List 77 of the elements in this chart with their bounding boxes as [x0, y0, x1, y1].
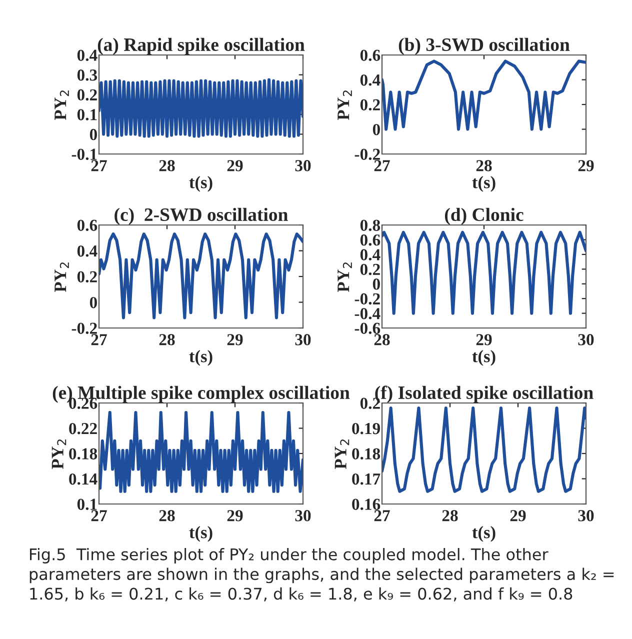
x-axis-title: t(s) — [189, 176, 212, 192]
y-tick-label: -0.2 — [354, 293, 380, 305]
x-tick-label: 30 — [578, 334, 594, 346]
y-axis-title: PY$_{2}$ — [54, 262, 69, 292]
x-tick-label: 28 — [159, 160, 175, 172]
x-tick-label: 27 — [91, 334, 107, 346]
y-axis-title: PY$_{2}$ — [54, 90, 69, 120]
y-tick-label: 0.2 — [77, 271, 97, 283]
y-tick-label: 0.4 — [360, 74, 380, 86]
y-tick-label: -0.6 — [354, 322, 380, 334]
x-tick-label: 28 — [476, 160, 492, 172]
y-tick-label: -0.1 — [72, 148, 97, 160]
y-tick-label: 0.1 — [77, 109, 97, 120]
caption: Fig.5 Time series plot of PY₂ under the coupled model. The other parameters are shown in the graphs, and the selected parameters a k₂ = 1.65, b k₆ = 0.21, c k₆ = 0.37, d k₆ = 1.8, e k₉ = 0.62, and f k₉ = 0.8 — [30, 548, 614, 602]
x-tick-label: 28 — [159, 334, 175, 346]
y-tick-label: 0.2 — [360, 99, 380, 111]
y-tick-label: 0.8 — [360, 220, 380, 232]
y-tick-label: 0 — [90, 296, 97, 308]
y-tick-label: 0.3 — [77, 70, 98, 81]
line-series — [99, 232, 303, 320]
x-tick-label: 27 — [91, 160, 107, 172]
y-tick-label: -0.4 — [354, 308, 380, 320]
y-tick-label: 0.6 — [360, 50, 380, 62]
x-axis-title: t(s) — [472, 350, 496, 366]
x-tick-label: 28 — [442, 510, 458, 522]
x-tick-label: 27 — [374, 160, 390, 172]
y-tick-label: 0.17 — [352, 473, 380, 485]
y-axis-title: PY$_{2}$ — [334, 439, 350, 470]
line-series — [99, 78, 303, 138]
chart-title: (a) Rapid spike oscillation — [98, 38, 305, 55]
y-tick-label: 0.1 — [77, 498, 97, 510]
y-tick-label: 0.4 — [77, 50, 98, 62]
x-tick-label: 29 — [578, 160, 594, 172]
x-tick-label: 27 — [374, 510, 390, 522]
y-tick-label: 0.6 — [77, 220, 98, 232]
x-tick-label: 28 — [374, 334, 390, 346]
y-tick-label: -0.2 — [72, 322, 97, 334]
y-tick-label: 0.2 — [77, 89, 97, 101]
y-axis-title: PY$_{2}$ — [52, 439, 66, 470]
x-tick-label: 28 — [159, 510, 175, 522]
x-tick-label: 29 — [227, 510, 243, 522]
y-tick-label: 0 — [372, 278, 380, 290]
line-series — [382, 406, 586, 493]
y-tick-label: 0.4 — [77, 245, 98, 257]
x-axis-title: t(s) — [189, 350, 212, 366]
line-series — [99, 410, 303, 493]
x-tick-label: 29 — [227, 160, 243, 172]
line-series — [382, 230, 586, 315]
x-tick-label: 29 — [510, 510, 526, 522]
x-tick-label: 29 — [476, 334, 492, 346]
chart-title: (d) Clonic — [444, 208, 524, 225]
y-tick-label: 0.22 — [69, 422, 97, 434]
x-tick-label: 27 — [91, 510, 107, 522]
y-tick-label: 0.2 — [360, 264, 380, 276]
chart-title: (c) 2-SWD oscillation — [114, 208, 288, 225]
y-tick-label: 0.6 — [360, 234, 380, 246]
line-series — [382, 60, 586, 131]
y-tick-label: 0.19 — [352, 422, 380, 434]
y-tick-label: 0 — [90, 128, 97, 140]
y-tick-label: -0.2 — [354, 148, 380, 160]
x-tick-label: 30 — [295, 510, 311, 522]
y-tick-label: 0.18 — [69, 448, 98, 460]
x-tick-label: 30 — [295, 160, 311, 172]
y-tick-label: 0.4 — [360, 249, 380, 260]
x-tick-label: 30 — [295, 334, 311, 346]
y-tick-label: 0.16 — [352, 498, 380, 510]
x-axis-title: t(s) — [472, 176, 496, 192]
y-tick-label: 0.18 — [352, 448, 380, 460]
y-tick-label: 0.14 — [69, 473, 98, 485]
x-axis-title: t(s) — [189, 526, 212, 542]
x-axis-title: t(s) — [472, 526, 496, 542]
chart-title: (b) 3-SWD oscillation — [398, 38, 570, 55]
y-tick-label: 0 — [372, 124, 380, 136]
y-axis-title: PY$_{2}$ — [338, 262, 352, 292]
x-tick-label: 30 — [578, 510, 594, 522]
x-tick-label: 29 — [227, 334, 243, 346]
y-axis-title: PY$_{2}$ — [338, 90, 352, 120]
